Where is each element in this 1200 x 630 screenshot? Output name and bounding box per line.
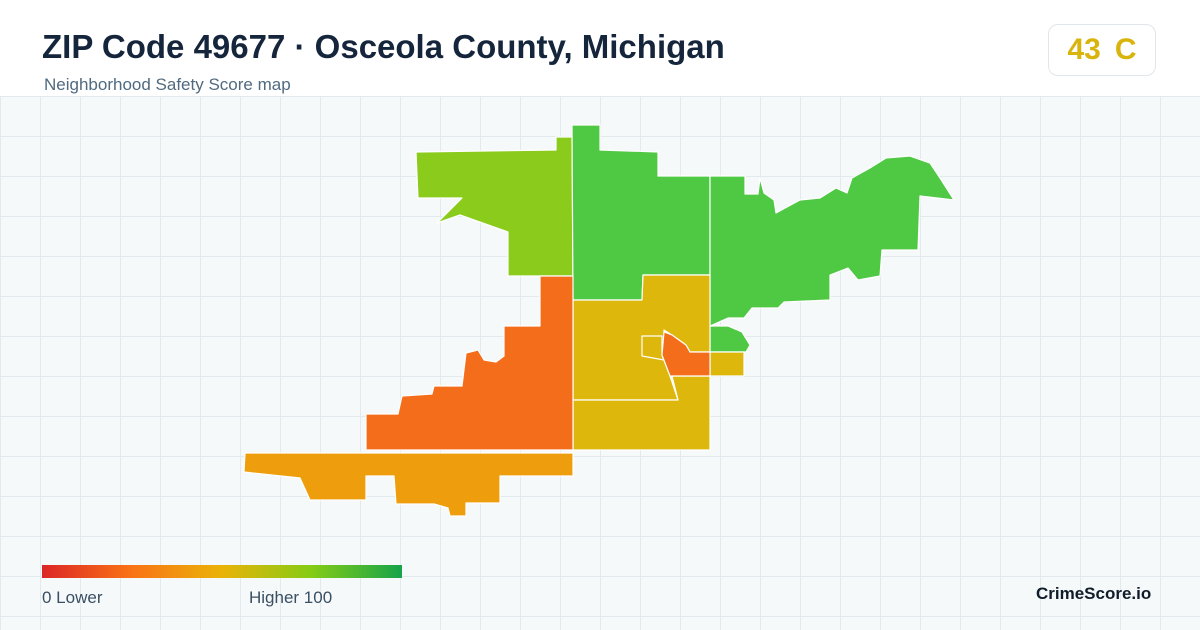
region-northwest[interactable] (415, 136, 574, 277)
region-east-notch[interactable] (709, 351, 745, 377)
region-west-center[interactable] (365, 275, 574, 451)
header-band (0, 0, 1200, 96)
region-east-small[interactable] (709, 325, 751, 353)
page-title: ZIP Code 49677 · Osceola County, Michiga… (42, 28, 725, 65)
region-southwest[interactable] (243, 452, 574, 517)
region-northeast[interactable] (709, 155, 955, 327)
score-grade: C (1114, 33, 1137, 66)
page-subtitle: Neighborhood Safety Score map (44, 75, 291, 94)
region-town-center[interactable] (661, 331, 711, 377)
legend-gradient-bar (42, 565, 402, 578)
brand-logo: CrimeScore.io (1036, 584, 1152, 603)
safety-score-badge: 43 C (1048, 24, 1156, 76)
legend-min-label: 0 Lower (42, 588, 103, 607)
score-value: 43 (1067, 33, 1101, 66)
legend-max-label: Higher 100 (249, 588, 333, 607)
